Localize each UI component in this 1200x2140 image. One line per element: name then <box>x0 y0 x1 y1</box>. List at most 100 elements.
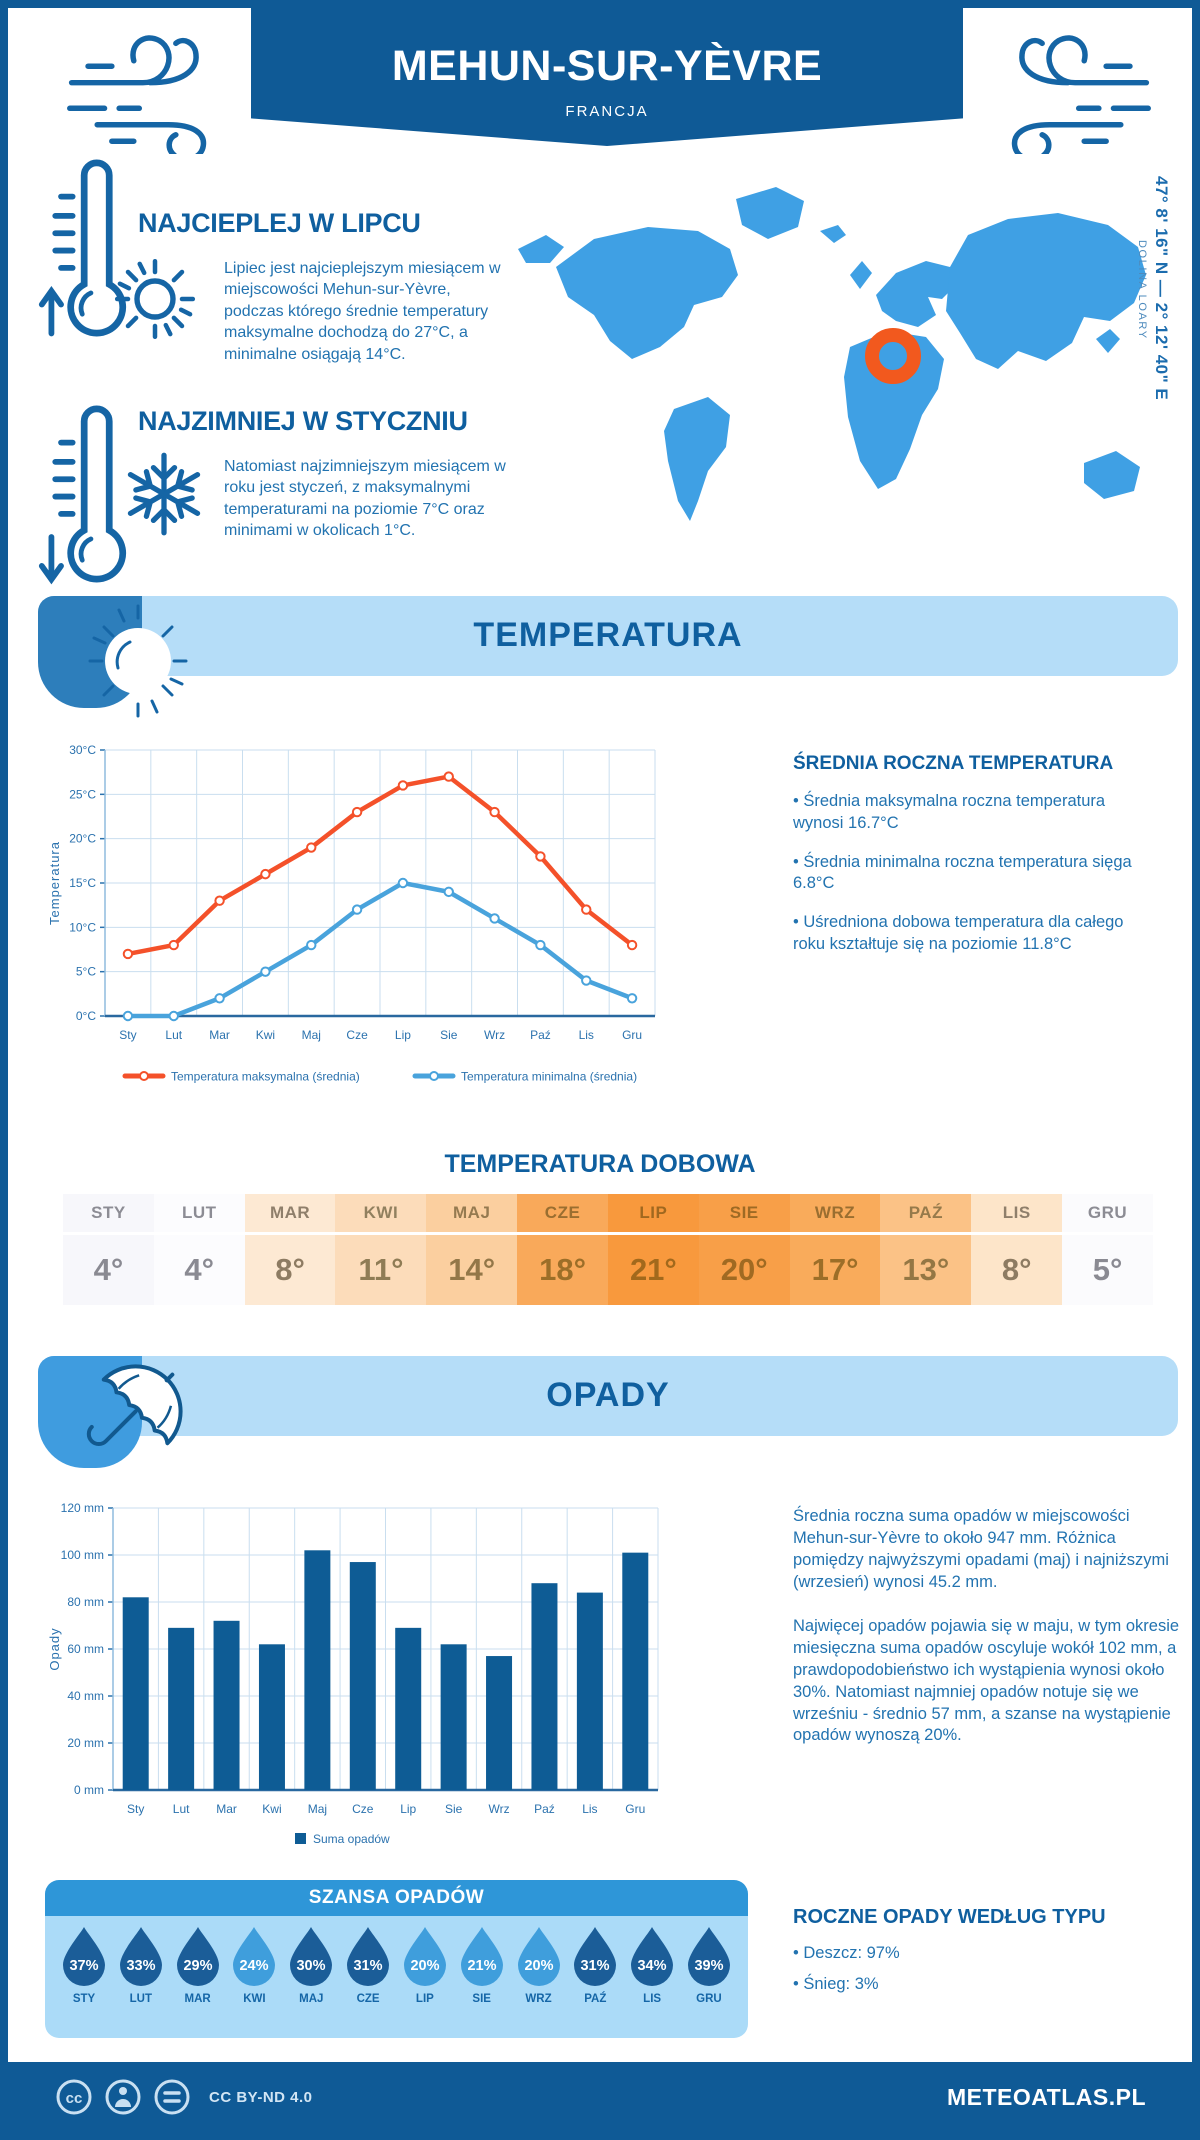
precip-type-bullet: • Deszcz: 97% <box>793 1944 900 1962</box>
month-label: LIS <box>643 1993 662 2005</box>
svg-text:Sty: Sty <box>119 1028 136 1042</box>
precip-type-bullet: • Śnieg: 3% <box>793 1974 879 1993</box>
page-title: MEHUN-SUR-YÈVRE <box>391 42 823 90</box>
svg-text:Paź: Paź <box>530 1028 551 1042</box>
annual-temperature-bullet: • Średnia minimalna roczna temperatura s… <box>793 852 1132 893</box>
raindrop-icon: 33% <box>119 1927 162 1986</box>
wind-icon <box>67 35 207 154</box>
month-label: MAJ <box>299 1993 324 2005</box>
svg-text:21%: 21% <box>467 1958 496 1974</box>
precip-chance-drop: 31% PAŹ <box>570 1925 620 2005</box>
svg-text:29%: 29% <box>183 1958 212 1974</box>
warm-section-heading: NAJCIEPLEJ W LIPCU <box>138 208 421 238</box>
daily-temp-column: STY 4° <box>63 1194 154 1305</box>
coordinates-block: DOLINA LOARY 47° 8' 16" N — 2° 12' 40" E <box>1136 176 1171 476</box>
precip-paragraph: Najwięcej opadów pojawia się w maju, w t… <box>793 1616 1180 1745</box>
precip-chance-drop: 31% CZE <box>343 1925 393 2005</box>
svg-text:Lut: Lut <box>165 1028 182 1042</box>
snowflake-icon <box>127 452 201 536</box>
precip-chance-panel: SZANSA OPADÓW 37% STY 33% LUT 29% MAR 24% KWI 30… <box>45 1880 748 2038</box>
month-label: SIE <box>472 1993 491 2005</box>
svg-text:Wrz: Wrz <box>488 1802 509 1816</box>
temperature-section-title: TEMPERATURA <box>473 616 743 654</box>
svg-text:Temperatura: Temperatura <box>47 841 62 925</box>
country-label: FRANCJA <box>565 103 649 120</box>
svg-text:34%: 34% <box>638 1958 667 1974</box>
header-banner: MEHUN-SUR-YÈVRE FRANCJA <box>251 8 963 146</box>
month-label: PAŹ <box>880 1194 972 1232</box>
raindrop-icon: 37% <box>63 1927 105 1986</box>
daily-temp-column: MAJ 14° <box>426 1194 518 1305</box>
precip-chance-drop: 34% LIS <box>627 1925 677 2005</box>
month-label: CZE <box>356 1993 380 2005</box>
precip-paragraph: Średnia roczna suma opadów w miejscowośc… <box>793 1507 1169 1591</box>
svg-text:Lut: Lut <box>173 1802 190 1816</box>
month-label: WRZ <box>789 1194 881 1232</box>
svg-text:Maj: Maj <box>302 1028 321 1042</box>
svg-text:Temperatura minimalna (średnia: Temperatura minimalna (średnia) <box>461 1070 637 1084</box>
daily-temp-value: 8° <box>244 1235 336 1305</box>
svg-text:0°C: 0°C <box>76 1009 96 1023</box>
precip-bar-chart: 0 mm 20 mm 40 mm 60 mm 80 mm 100 mm 120 mm Sty L… <box>47 1501 659 1846</box>
svg-text:Lis: Lis <box>579 1028 594 1042</box>
svg-text:80 mm: 80 mm <box>67 1595 104 1609</box>
precip-chance-drop: 37% STY <box>59 1925 109 2005</box>
annual-temperature-bullet: • Średnia maksymalna roczna temperatura … <box>793 792 1106 832</box>
month-label: CZE <box>517 1194 608 1232</box>
svg-text:Lis: Lis <box>582 1802 597 1816</box>
svg-text:60 mm: 60 mm <box>67 1642 104 1656</box>
precip-chance-drop: 20% LIP <box>400 1925 450 2005</box>
annual-temperature-heading: ŚREDNIA ROCZNA TEMPERATURA <box>793 753 1114 774</box>
precip-paragraphs: Średnia roczna suma opadów w miejscowośc… <box>793 1506 1185 1747</box>
svg-text:120 mm: 120 mm <box>61 1501 104 1515</box>
daily-temp-column: GRU 5° <box>1062 1194 1153 1305</box>
svg-text:40 mm: 40 mm <box>67 1689 104 1703</box>
annual-temperature-panel: ŚREDNIA ROCZNA TEMPERATURA • Średnia mak… <box>793 753 1153 973</box>
precip-chance-drops: 37% STY 33% LUT 29% MAR 24% KWI 30% MAJ 31% CZE 20% L… <box>45 1916 748 2005</box>
svg-text:Gru: Gru <box>625 1802 645 1816</box>
precip-chance-drop: 24% KWI <box>229 1925 279 2005</box>
raindrop-icon: 29% <box>176 1927 219 1986</box>
svg-text:20 mm: 20 mm <box>67 1736 104 1750</box>
svg-text:5°C: 5°C <box>76 965 96 979</box>
month-label: LIP <box>415 1993 434 2005</box>
temperature-line-chart: 0°C 5°C 10°C 15°C 20°C 25°C 30°C Sty Lut Mar Kwi Ma… <box>47 743 656 1084</box>
precip-chance-drop: 33% LUT <box>116 1925 166 2005</box>
warm-section-text: Lipiec jest najcieplejszym miesiącem w m… <box>224 260 501 363</box>
cold-section-text: Natomiast najzimniejszym miesiącem w rok… <box>224 458 506 540</box>
svg-text:24%: 24% <box>240 1958 269 1974</box>
precip-text-panel: Średnia roczna suma opadów w miejscowośc… <box>793 1506 1185 1769</box>
svg-text:37%: 37% <box>69 1958 98 1974</box>
precip-chance-drop: 30% MAJ <box>286 1925 336 2005</box>
daily-temp-column: PAŹ 13° <box>880 1194 972 1305</box>
svg-text:cc: cc <box>66 2090 83 2107</box>
svg-text:25°C: 25°C <box>69 787 96 801</box>
daily-temp-column: SIE 20° <box>698 1194 790 1305</box>
month-label: STY <box>63 1194 154 1232</box>
month-label: GRU <box>696 1993 722 2005</box>
month-label: GRU <box>1062 1194 1153 1232</box>
svg-text:Sty: Sty <box>127 1802 144 1816</box>
precip-section-title: OPADY <box>546 1376 670 1414</box>
daily-temp-value: 17° <box>789 1235 881 1305</box>
attribution-person-icon <box>105 2079 141 2115</box>
month-label: LUT <box>129 1993 152 2005</box>
svg-text:Mar: Mar <box>209 1028 230 1042</box>
svg-text:Suma opadów: Suma opadów <box>313 1832 390 1846</box>
svg-text:Wrz: Wrz <box>484 1028 505 1042</box>
svg-text:20%: 20% <box>410 1958 439 1974</box>
footer: cc CC BY-ND 4.0 METEOATLAS.PL <box>8 2062 1192 2132</box>
daily-temp-column: CZE 18° <box>517 1194 608 1305</box>
month-label: MAR <box>244 1194 336 1232</box>
svg-text:0 mm: 0 mm <box>74 1783 104 1797</box>
month-label: MAJ <box>426 1194 518 1232</box>
cold-section-heading: NAJZIMNIEJ W STYCZNIU <box>138 406 468 436</box>
precip-type-panel: ROCZNE OPADY WEDŁUG TYPU • Deszcz: 97% • … <box>793 1906 1173 2005</box>
svg-text:Lip: Lip <box>400 1802 416 1816</box>
raindrop-icon: 30% <box>290 1927 333 1986</box>
raindrop-icon: 20% <box>517 1927 560 1986</box>
svg-text:Opady: Opady <box>47 1627 62 1670</box>
precip-chance-drop: 39% GRU <box>684 1925 734 2005</box>
svg-text:15°C: 15°C <box>69 876 96 890</box>
month-label: KWI <box>335 1194 427 1232</box>
